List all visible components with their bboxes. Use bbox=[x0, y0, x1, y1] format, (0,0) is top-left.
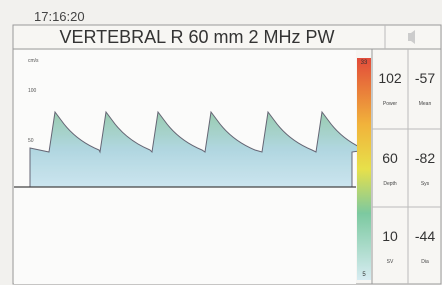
unit-label: cm/s bbox=[28, 58, 39, 64]
readout-label: Power bbox=[383, 101, 398, 107]
color-bar-top: 33 bbox=[361, 60, 368, 66]
color-bar bbox=[357, 58, 371, 280]
readout-label: Depth bbox=[383, 181, 397, 187]
readout-value: -57 bbox=[415, 70, 435, 86]
scale-label: 50 bbox=[28, 138, 34, 144]
readout-label: Mean bbox=[419, 101, 432, 107]
readout-value: 60 bbox=[382, 150, 398, 166]
readout-value: 102 bbox=[378, 70, 402, 86]
readout-value: -82 bbox=[415, 150, 435, 166]
readout-value: 10 bbox=[382, 228, 398, 244]
scale-label: 100 bbox=[28, 88, 37, 94]
probe-title: VERTEBRAL R 60 mm 2 MHz PW bbox=[59, 27, 334, 47]
screen: 17:16:20 VERTEBRAL R 60 mm 2 MHz PW cm/s… bbox=[0, 0, 442, 285]
readout-label: Dia bbox=[421, 259, 429, 265]
clock: 17:16:20 bbox=[34, 9, 85, 24]
readout-label: Sys bbox=[421, 181, 430, 187]
readout-label: SV bbox=[387, 259, 394, 265]
readout-value: -44 bbox=[415, 228, 435, 244]
